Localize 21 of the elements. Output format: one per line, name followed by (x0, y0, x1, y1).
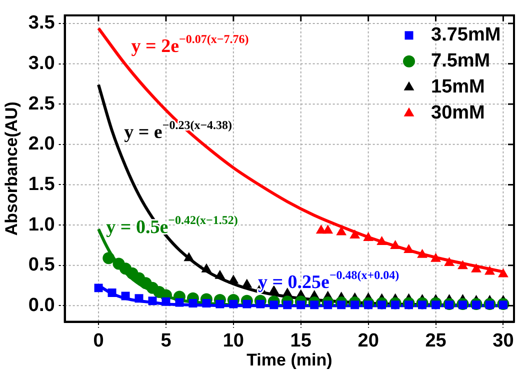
x-tick-label: 25 (425, 330, 447, 352)
x-tick-label: 10 (222, 330, 244, 352)
y-tick-label: 2.5 (28, 93, 56, 114)
y-tick-label: 3.5 (28, 12, 56, 34)
y-tick-label: 0.5 (28, 254, 56, 276)
x-tick-label: 0 (93, 330, 104, 352)
legend-label: 30mM (431, 102, 485, 124)
y-tick-label: 3.0 (28, 53, 55, 74)
y-tick-label: 1.0 (28, 214, 55, 236)
y-axis-title: Absorbance(AU) (2, 102, 21, 236)
legend-label: 7.5mM (431, 50, 490, 72)
x-tick-label: 5 (160, 330, 172, 352)
y-tick-label: 2.0 (28, 134, 55, 155)
y-tick-label: 1.5 (28, 174, 56, 195)
y-tick-label: 0.0 (28, 294, 55, 316)
x-axis-title: Time (min) (246, 350, 332, 370)
legend-label: 15mM (431, 76, 485, 98)
x-tick-label: 15 (290, 330, 312, 352)
x-tick-label: 30 (492, 330, 514, 352)
x-tick-label: 20 (358, 330, 379, 352)
legend-label: 3.75mM (431, 24, 501, 46)
